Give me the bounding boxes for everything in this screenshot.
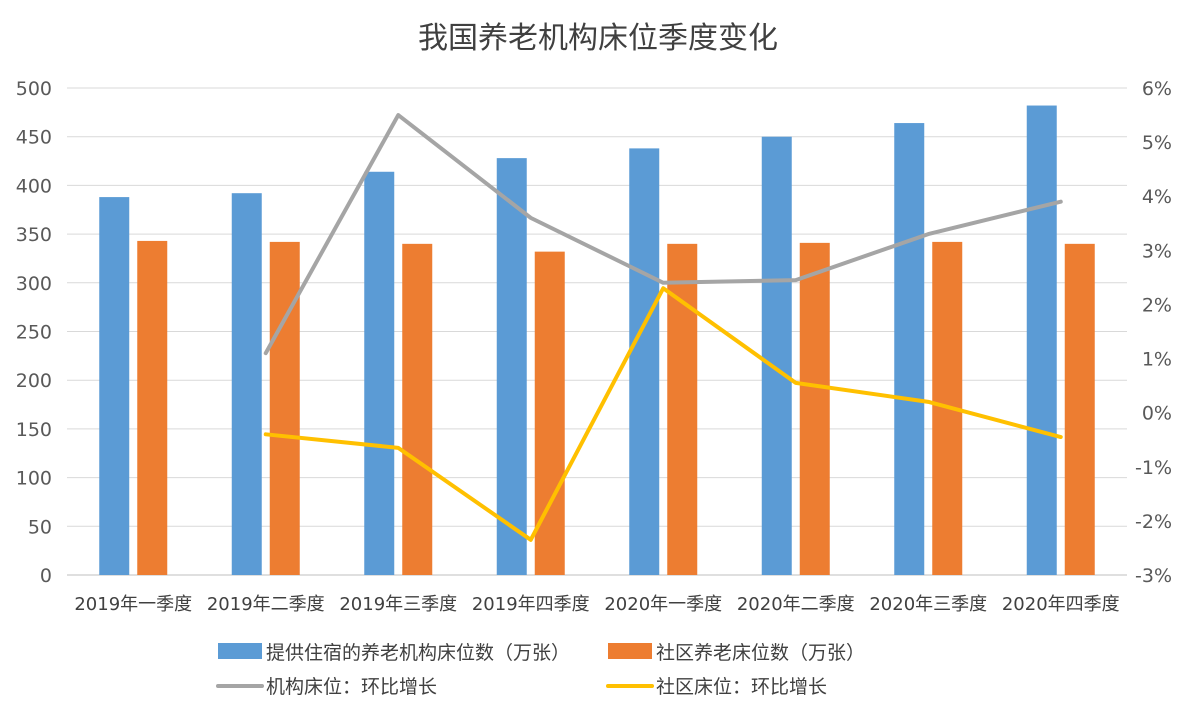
bar <box>269 241 300 575</box>
y-right-tick-label: -1% <box>1135 457 1172 479</box>
y-left-tick-label: 200 <box>16 370 52 392</box>
bar <box>364 171 395 575</box>
y-right-tick-label: -2% <box>1135 511 1172 533</box>
legend-label: 社区床位：环比增长 <box>656 676 827 698</box>
chart-title: 我国养老机构床位季度变化 <box>418 21 778 56</box>
legend-swatch <box>218 643 262 659</box>
y-left-tick-label: 400 <box>16 175 52 197</box>
y-left-tick-label: 0 <box>40 565 52 587</box>
bar <box>667 243 698 575</box>
bar <box>231 193 262 575</box>
x-tick-label: 2019年四季度 <box>472 594 590 615</box>
y-right-tick-label: -3% <box>1135 565 1172 587</box>
legend-label: 社区养老床位数（万张） <box>656 642 865 664</box>
y-left-tick-label: 300 <box>16 273 52 295</box>
y-right-tick-label: 0% <box>1142 403 1172 425</box>
y-left-tick-label: 250 <box>16 322 52 344</box>
y-right-tick-label: 3% <box>1142 240 1172 262</box>
bar <box>629 148 660 575</box>
series-line <box>263 286 1063 542</box>
legend-label: 机构床位：环比增长 <box>266 676 437 698</box>
bar <box>99 197 130 575</box>
x-tick-label: 2020年一季度 <box>604 594 722 615</box>
y-left-tick-label: 450 <box>16 127 52 149</box>
bar <box>402 243 433 575</box>
x-tick-label: 2020年三季度 <box>869 594 987 615</box>
y-left-tick-label: 100 <box>16 468 52 490</box>
x-tick-label: 2019年二季度 <box>207 594 325 615</box>
y-right-tick-label: 2% <box>1142 294 1172 316</box>
bar <box>1064 243 1095 575</box>
y-axis-left: 0 50 100 150 200 250 300 350 400 450 500 <box>16 78 52 587</box>
bar <box>496 158 527 576</box>
y-right-tick-label: 5% <box>1142 132 1172 154</box>
line-series <box>263 113 1063 542</box>
gridlines <box>67 87 1127 576</box>
bar <box>761 136 792 575</box>
bar <box>1026 105 1057 576</box>
bar <box>894 123 925 576</box>
x-tick-label: 2020年四季度 <box>1002 594 1120 615</box>
x-axis: 2019年一季度 2019年二季度 2019年三季度 2019年四季度 2020年一季度… <box>74 594 1119 615</box>
y-left-tick-label: 350 <box>16 224 52 246</box>
legend: 提供住宿的养老机构床位数（万张） 社区养老床位数（万张） 机构床位：环比增长 社区床位… <box>216 642 865 698</box>
y-left-tick-label: 500 <box>16 78 52 100</box>
y-right-tick-label: 4% <box>1142 186 1172 208</box>
y-right-tick-label: 1% <box>1142 349 1172 371</box>
legend-label: 提供住宿的养老机构床位数（万张） <box>266 642 570 664</box>
x-tick-label: 2020年二季度 <box>737 594 855 615</box>
y-axis-right: -3% -2% -1% 0% 1% 2% 3% 4% 5% 6% <box>1135 78 1172 587</box>
y-right-tick-label: 6% <box>1142 78 1172 100</box>
bar <box>137 240 168 575</box>
bar <box>799 242 830 575</box>
series-line <box>263 113 1063 356</box>
y-left-tick-label: 50 <box>28 516 52 538</box>
legend-swatch <box>608 643 652 659</box>
x-tick-label: 2019年一季度 <box>74 594 192 615</box>
bar-series <box>99 105 1095 576</box>
x-tick-label: 2019年三季度 <box>339 594 457 615</box>
y-left-tick-label: 150 <box>16 419 52 441</box>
